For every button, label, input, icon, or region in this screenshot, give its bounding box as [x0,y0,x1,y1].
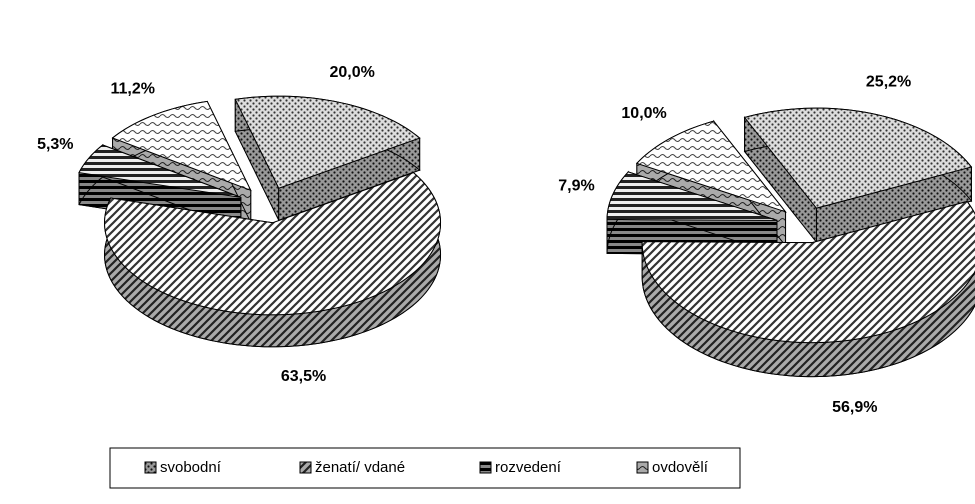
slice [234,95,421,189]
legend-swatch [299,461,312,474]
slice [606,171,778,221]
legend-swatch [144,461,157,474]
legend-swatch [636,461,649,474]
data-label: 5,3% [37,136,73,153]
slice [635,120,787,213]
slice [104,172,442,316]
slice [641,200,975,344]
legend-box [109,447,741,489]
data-label: 56,9% [832,399,877,416]
data-label: 7,9% [558,177,594,194]
legend-label: ženatí/ vdané [315,459,405,476]
legend-swatch [479,461,492,474]
data-label: 25,2% [866,74,911,91]
legend-label: ovdovělí [652,459,709,476]
data-label: 20,0% [330,64,375,81]
legend-label: rozvedení [495,459,562,476]
slice [111,100,252,192]
data-label: 63,5% [281,368,326,385]
legend-label: svobodní [160,459,222,476]
slice [743,107,973,209]
data-label: 10,0% [621,105,666,122]
data-label: 11,2% [110,81,154,98]
slice [78,144,242,198]
